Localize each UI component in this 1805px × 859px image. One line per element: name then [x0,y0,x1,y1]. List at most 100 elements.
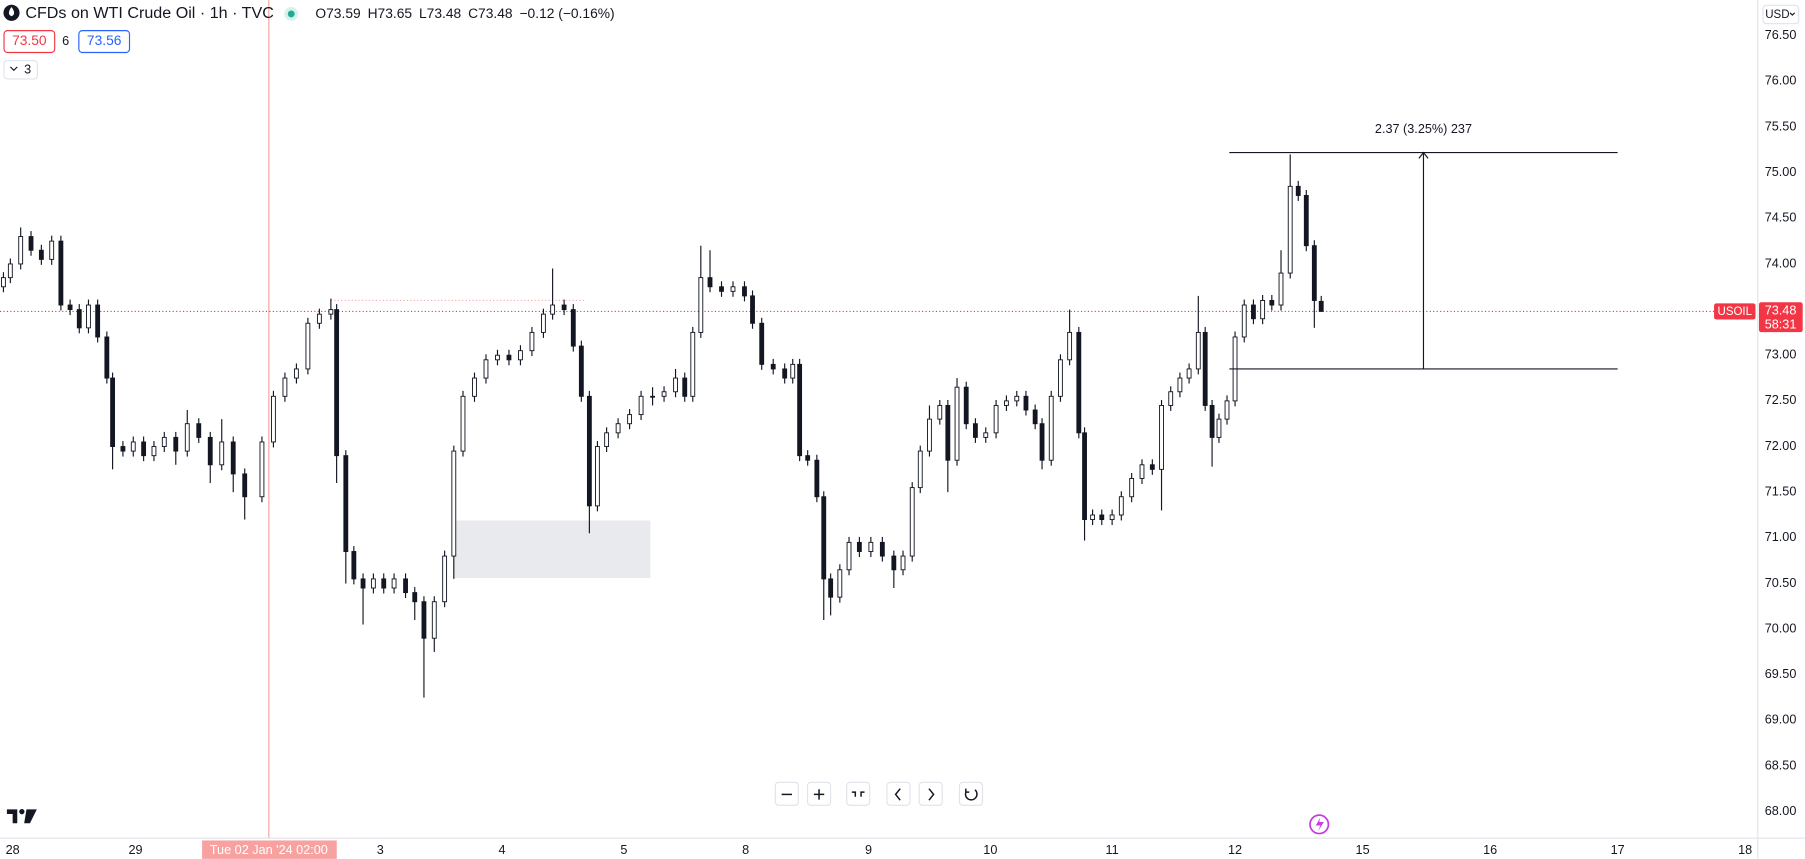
symbol-title: CFDs on WTI Crude Oil · 1h · TVC [25,4,274,22]
candle-body [1278,272,1284,306]
scroll-left-button[interactable] [886,781,911,806]
ohlc-legend: O73.59 H73.65 L73.48 C73.48 −0.12 (−0.16%) [315,5,614,21]
candle-body [495,354,500,361]
candle-body [945,404,951,461]
candle-body [1202,331,1208,406]
candle-body [1139,464,1145,479]
y-tick-label: 69.00 [1765,713,1797,727]
candle-body [130,441,136,452]
y-tick-label: 71.50 [1765,485,1797,499]
candle-body [104,336,110,379]
candle-body [698,277,704,333]
candle-body [1149,464,1155,470]
bid-price[interactable]: 73.50 [12,32,47,48]
y-tick-label: 73.00 [1765,348,1797,362]
x-tick-label: 16 [1483,843,1497,857]
candle-body [963,386,969,425]
status-dot [287,10,295,18]
scroll-right-button[interactable] [918,781,943,806]
plus-icon [813,789,825,800]
candle-body [328,309,334,315]
candle-body [891,555,897,571]
candle-body [1311,245,1317,301]
candle-body [1032,409,1038,425]
candle-body [460,395,466,452]
candle-body [615,423,621,434]
crosshair-label: Tue 02 Jan '24 02:00 [210,843,328,857]
y-tick-label: 72.50 [1765,393,1797,407]
ask-price[interactable]: 73.56 [87,32,122,48]
candle-body [381,578,387,589]
logo-part [6,809,18,824]
candle-body [586,395,592,507]
candle-body [578,345,584,397]
zoom-toolbar [774,781,984,806]
candle-body [1209,404,1215,438]
candle-body [242,473,248,498]
candle-body [403,578,408,594]
candle-body [595,446,600,507]
ask-button[interactable] [78,30,131,54]
candle-body [719,286,724,292]
reset-scale-button[interactable] [846,781,871,806]
symbol-label-bg [1714,303,1756,320]
y-tick-label: 71.00 [1765,530,1797,544]
candle-body [759,322,765,365]
candle-body [120,446,126,452]
bid-button[interactable] [3,30,56,54]
x-tick-label: 9 [865,843,872,857]
ohlc-change: −0.12 (−0.16%) [520,5,615,21]
candle-body [1195,331,1201,370]
tradingview-logo [6,809,37,824]
countdown-label: 58:31 [1765,318,1797,332]
candle-body [1090,514,1096,521]
candle-body [271,395,276,443]
candle-body [76,309,82,329]
reset-chart-button[interactable] [958,781,984,806]
y-tick-label: 76.00 [1765,74,1797,88]
candle-body [1295,185,1301,196]
candle-body [837,569,843,598]
candle-body [937,404,943,420]
candle-body [1023,395,1029,411]
x-tick-label: 15 [1356,843,1370,857]
candle-body [421,601,427,639]
y-tick-label: 70.00 [1765,621,1797,635]
candle-body [173,436,179,452]
candle-body [196,423,202,438]
currency-button[interactable] [1762,4,1800,25]
candle-body [797,363,803,457]
candle-body [1,277,6,288]
indicators-toggle[interactable] [3,59,38,80]
candle-body [1303,195,1309,247]
candle-body [570,309,576,347]
candle-body [1186,368,1192,379]
indicators-count[interactable]: 3 [24,63,31,77]
candle-body [1014,395,1020,402]
candle-body [550,304,556,315]
candle-body [305,322,311,370]
x-tick-label: 4 [499,843,506,857]
candle-body [28,236,34,251]
candle-body [1287,185,1293,274]
candle-body [184,423,190,452]
candle-body [1129,478,1135,498]
candle-body [67,304,73,311]
ohlc-low: L73.48 [419,5,462,21]
currency[interactable]: USD [1765,9,1789,21]
logo-part [19,809,25,815]
candle-body [561,304,567,311]
alert-bolt [1315,817,1324,832]
y-tick-label: 68.50 [1765,758,1797,772]
candle-body [909,487,915,557]
candle-body [110,377,116,447]
candle-body [7,263,13,279]
candle-body [1039,423,1045,461]
candle-body [151,446,157,457]
candle-body [790,363,796,379]
candle-body [451,450,457,557]
x-tick-label: 8 [742,843,749,857]
last-price-label-bg [1758,302,1803,333]
candle-body [1216,418,1222,438]
